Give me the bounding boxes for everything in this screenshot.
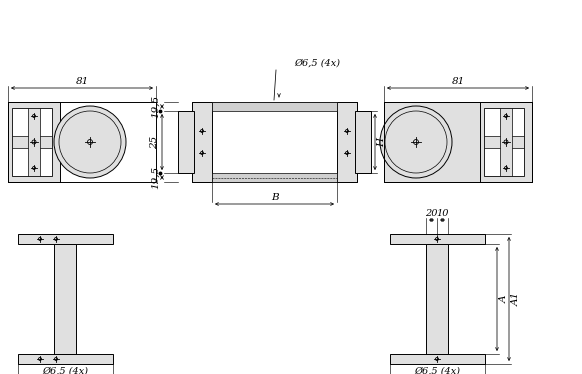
Bar xyxy=(212,173,337,182)
Bar xyxy=(192,102,212,182)
Text: 81: 81 xyxy=(452,77,464,86)
Text: 19,5: 19,5 xyxy=(151,166,159,189)
Bar xyxy=(484,108,524,176)
Text: 81: 81 xyxy=(76,77,88,86)
Text: 20: 20 xyxy=(425,208,438,218)
Circle shape xyxy=(59,111,121,173)
Bar xyxy=(355,111,371,173)
Bar xyxy=(384,102,532,182)
Circle shape xyxy=(385,111,447,173)
Text: Ø6,5 (4x): Ø6,5 (4x) xyxy=(42,367,88,374)
Bar xyxy=(390,354,485,364)
Bar xyxy=(500,108,512,176)
Bar xyxy=(18,354,113,364)
Text: 19,5: 19,5 xyxy=(151,95,159,118)
Text: 25: 25 xyxy=(151,135,159,148)
Bar xyxy=(18,234,113,244)
Bar xyxy=(54,244,76,354)
Bar xyxy=(484,136,524,148)
Text: A1: A1 xyxy=(512,292,520,306)
Bar xyxy=(212,102,337,111)
Bar xyxy=(12,136,52,148)
Bar xyxy=(480,102,532,182)
Bar xyxy=(8,102,156,182)
Circle shape xyxy=(54,106,126,178)
Bar xyxy=(28,108,40,176)
Text: Ø6,5 (4x): Ø6,5 (4x) xyxy=(414,367,460,374)
Bar xyxy=(192,102,357,182)
Text: B: B xyxy=(271,193,278,202)
Bar xyxy=(337,102,357,182)
Text: Ø6,5 (4x): Ø6,5 (4x) xyxy=(294,59,340,68)
Bar xyxy=(384,102,532,182)
Bar xyxy=(8,102,60,182)
Bar xyxy=(390,234,485,244)
Circle shape xyxy=(380,106,452,178)
Bar xyxy=(12,108,52,176)
Text: 10: 10 xyxy=(436,208,449,218)
Text: H: H xyxy=(378,138,386,147)
Text: A: A xyxy=(499,295,509,303)
Bar xyxy=(426,244,448,354)
Bar xyxy=(178,111,194,173)
